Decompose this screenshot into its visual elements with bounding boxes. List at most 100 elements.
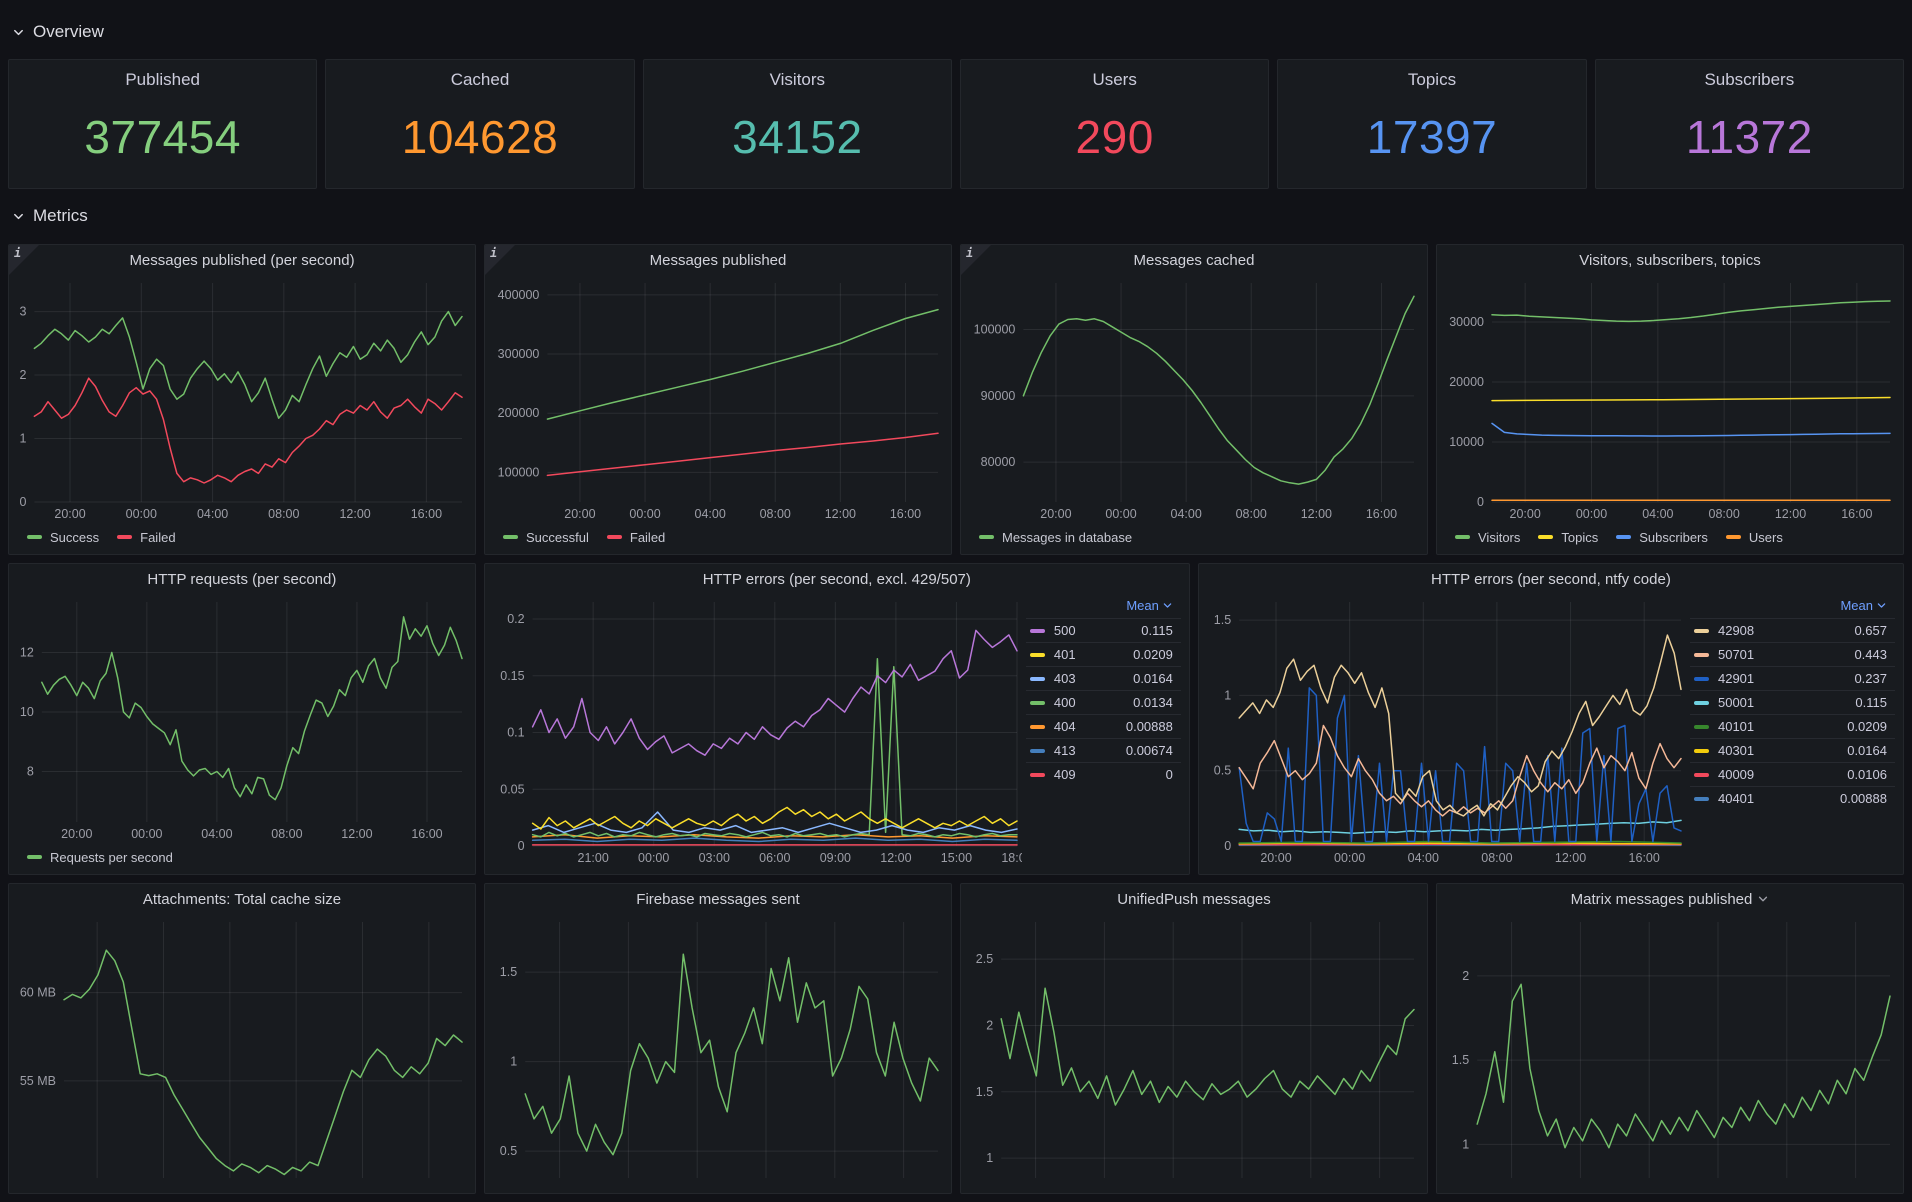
series-line-42901: [1239, 688, 1681, 842]
section-row-overview[interactable]: Overview: [12, 20, 1904, 44]
panel-title[interactable]: HTTP errors (per second, ntfy code): [1431, 571, 1671, 588]
panel-title[interactable]: Attachments: Total cache size: [143, 891, 341, 908]
panel-title[interactable]: Messages published (per second): [129, 252, 354, 269]
chart-unifiedpush-messages[interactable]: 11.522.5: [967, 914, 1419, 1188]
legend-series-label: Subscribers: [1639, 530, 1708, 545]
legend-mean-sort-header[interactable]: Mean: [1690, 594, 1895, 618]
legend-item-subscribers[interactable]: Subscribers: [1616, 530, 1708, 545]
chart-matrix-messages[interactable]: 11.52: [1443, 914, 1895, 1188]
legend-series-mean-value: 0.0134: [1133, 695, 1173, 710]
panel-header: Matrix messages published: [1437, 884, 1903, 914]
chart-firebase-messages[interactable]: 0.511.5: [491, 914, 943, 1188]
series-line-subscribers: [1492, 423, 1890, 436]
legend-item-requests-per-second[interactable]: Requests per second: [27, 850, 173, 865]
section-row-metrics[interactable]: Metrics: [12, 204, 1904, 228]
stat-panel-title[interactable]: Cached: [326, 60, 633, 90]
stat-panel-title[interactable]: Visitors: [644, 60, 951, 90]
legend-item-topics[interactable]: Topics: [1538, 530, 1598, 545]
legend-series-mean-value: 0.443: [1854, 647, 1887, 662]
panel-title[interactable]: UnifiedPush messages: [1117, 891, 1270, 908]
panel-title[interactable]: Matrix messages published: [1571, 891, 1753, 908]
panel-info-icon[interactable]: i: [961, 245, 991, 275]
panel-title[interactable]: HTTP errors (per second, excl. 429/507): [703, 571, 971, 588]
legend-item-users[interactable]: Users: [1726, 530, 1783, 545]
svg-text:0: 0: [517, 839, 524, 853]
svg-text:100000: 100000: [974, 322, 1016, 336]
legend-mean-sort-header[interactable]: Mean: [1026, 594, 1181, 618]
legend-series-label: Topics: [1561, 530, 1598, 545]
legend-item-successful[interactable]: Successful: [503, 530, 589, 545]
panel-title[interactable]: Firebase messages sent: [636, 891, 799, 908]
stat-panel-value: 34152: [644, 90, 951, 188]
stat-panel-title[interactable]: Published: [9, 60, 316, 90]
legend-series-swatch: [1694, 773, 1709, 777]
legend-series-swatch: [1030, 653, 1045, 657]
svg-text:10: 10: [20, 705, 34, 719]
panel-title[interactable]: Visitors, subscribers, topics: [1579, 252, 1760, 269]
legend-item-success[interactable]: Success: [27, 530, 99, 545]
info-icon: i: [14, 246, 21, 260]
svg-text:0.2: 0.2: [507, 612, 524, 626]
panel-info-icon[interactable]: i: [485, 245, 515, 275]
svg-text:20:00: 20:00: [564, 507, 595, 521]
legend-series-swatch: [1726, 535, 1741, 539]
stat-panel-title[interactable]: Subscribers: [1596, 60, 1903, 90]
panel-http-errors-ntfy: HTTP errors (per second, ntfy code) 20:00…: [1198, 563, 1904, 875]
legend-item-failed[interactable]: Failed: [607, 530, 665, 545]
legend-series-label: 50001: [1718, 695, 1754, 710]
panel-info-icon[interactable]: i: [9, 245, 39, 275]
legend-series-label: 40301: [1718, 743, 1754, 758]
stat-panel-title[interactable]: Topics: [1278, 60, 1585, 90]
panel-http-errors-excl: HTTP errors (per second, excl. 429/507) 2…: [484, 563, 1190, 875]
svg-text:16:00: 16:00: [411, 507, 442, 521]
series-line-40101: [1239, 842, 1681, 844]
panel-title[interactable]: Messages published: [650, 252, 787, 269]
stat-panel-value: 377454: [9, 90, 316, 188]
panel-title[interactable]: HTTP requests (per second): [147, 571, 336, 588]
legend-item-failed[interactable]: Failed: [117, 530, 175, 545]
stat-panel-title[interactable]: Users: [961, 60, 1268, 90]
panel-title[interactable]: Messages cached: [1134, 252, 1255, 269]
legend-item-visitors[interactable]: Visitors: [1455, 530, 1520, 545]
legend-item-messages-in-database[interactable]: Messages in database: [979, 530, 1132, 545]
panel-header: Attachments: Total cache size: [9, 884, 475, 914]
